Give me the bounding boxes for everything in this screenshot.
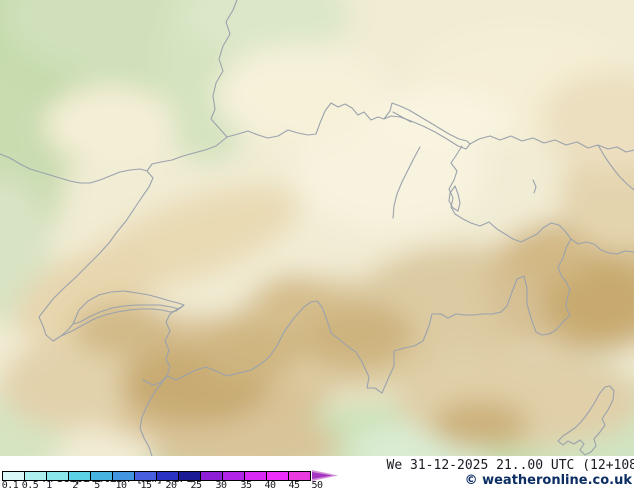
scale-overflow-arrow-icon xyxy=(312,470,338,481)
precip-scale-labels: 0.1 0.5 1 2 5 10 15 20 25 30 35 40 45 50 xyxy=(0,480,350,490)
scale-label-50: 50 xyxy=(311,480,323,490)
scale-swatch-15 xyxy=(134,472,156,480)
country-borders xyxy=(0,0,634,457)
lake-constance-outline xyxy=(383,102,471,150)
border-north xyxy=(226,102,385,139)
precip-scale-bar xyxy=(2,471,311,481)
scale-label-0.1: 0.1 xyxy=(1,480,19,490)
scale-swatch-45 xyxy=(266,472,288,480)
border-tyrol-branch xyxy=(597,144,634,191)
scale-swatch-10 xyxy=(112,472,134,480)
scale-label-1: 1 xyxy=(46,480,52,490)
liechtenstein-outline xyxy=(448,185,461,212)
scale-label-30: 30 xyxy=(215,480,227,490)
scale-swatch-5 xyxy=(90,472,112,480)
lake-constance-fork xyxy=(392,111,412,123)
border-germany-austria xyxy=(469,135,634,153)
scale-swatch-40 xyxy=(244,472,266,480)
border-south-branch xyxy=(557,238,572,316)
river-inn-fragment xyxy=(532,179,537,194)
scale-label-25: 25 xyxy=(190,480,202,490)
border-italy-south xyxy=(142,275,571,394)
scale-label-0.5: 0.5 xyxy=(21,480,39,490)
scale-label-2: 2 xyxy=(72,480,78,490)
border-rhine-north xyxy=(210,0,238,138)
border-geneva-southshore xyxy=(60,305,184,337)
scale-swatch-30 xyxy=(200,472,222,480)
lake-geneva-outline xyxy=(72,290,185,325)
scale-swatch-20 xyxy=(156,472,178,480)
border-graubuenden xyxy=(454,213,634,255)
scale-swatch-25 xyxy=(178,472,200,480)
forecast-datetime: We 31-12-2025 21..00 UTC (12+108 xyxy=(386,458,634,473)
scale-label-20: 20 xyxy=(165,480,177,490)
border-france-italy xyxy=(139,375,168,457)
scale-label-10: 10 xyxy=(115,480,127,490)
river-doubs xyxy=(0,153,148,184)
scale-swatch-35 xyxy=(222,472,244,480)
lake-como-outline xyxy=(557,385,615,456)
scale-label-45: 45 xyxy=(288,480,300,490)
scale-swatch-0.5 xyxy=(24,472,46,480)
legend-footer: Precipitation[mm]GFS 0.10.51251015202530… xyxy=(0,456,634,490)
scale-swatch-2 xyxy=(68,472,90,480)
scale-swatch-0.1 xyxy=(3,472,24,480)
river-thur xyxy=(392,146,421,219)
scale-label-35: 35 xyxy=(240,480,252,490)
scale-swatch-1 xyxy=(46,472,68,480)
scale-swatch-50 xyxy=(288,472,310,480)
scale-label-5: 5 xyxy=(94,480,100,490)
border-austria-rhinevalley xyxy=(448,145,463,215)
scale-label-40: 40 xyxy=(264,480,276,490)
scale-label-15: 15 xyxy=(140,480,152,490)
border-jura-west xyxy=(38,136,228,342)
copyright-link[interactable]: © weatheronline.co.uk xyxy=(464,473,632,488)
